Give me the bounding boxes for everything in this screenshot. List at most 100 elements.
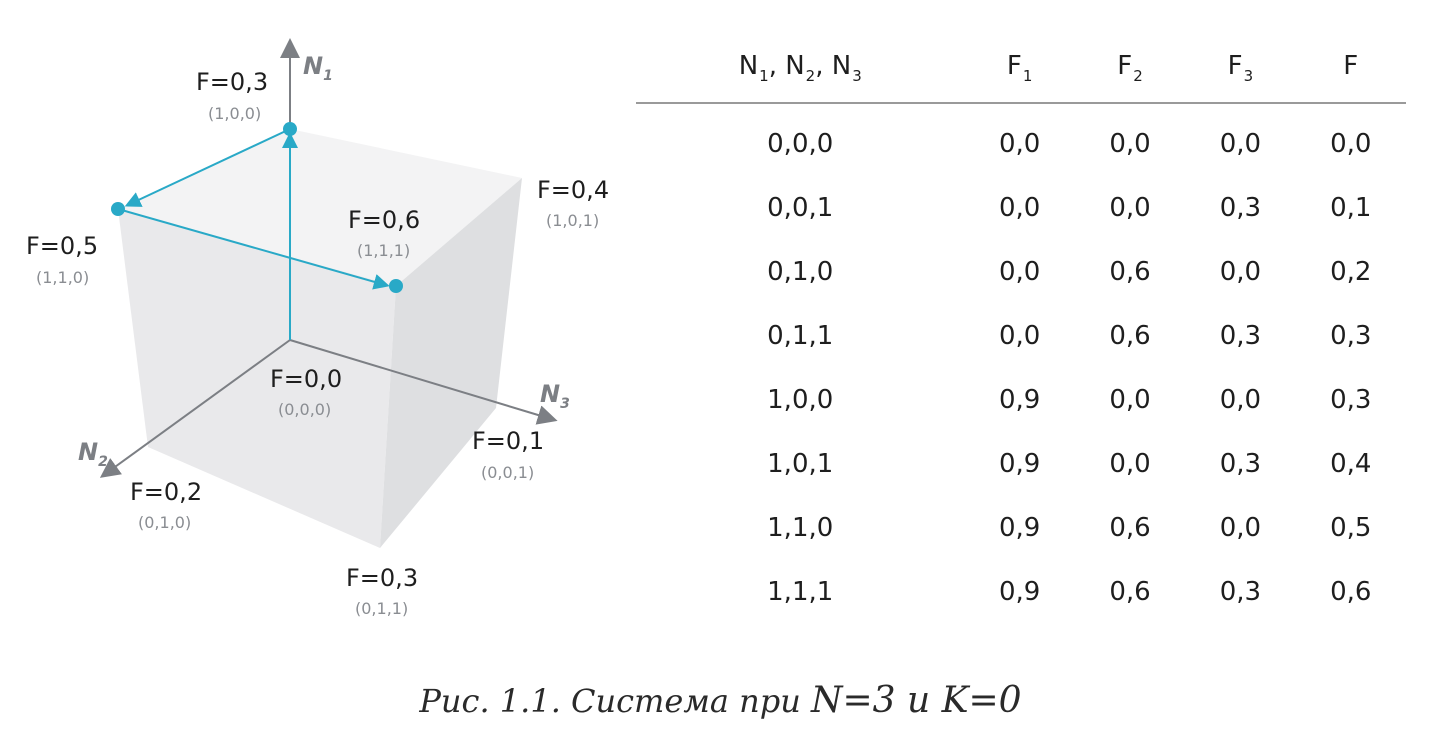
table-cell: 0,0	[1109, 385, 1151, 415]
header-text: N	[738, 51, 759, 81]
vertex-label-010: F=0,2	[130, 478, 202, 506]
vertex-coords-001: (0,0,1)	[481, 463, 534, 482]
table-cell: 0,0	[1219, 129, 1262, 159]
cube-left-face	[118, 209, 396, 548]
vertex-coords-110: (1,1,0)	[36, 268, 89, 287]
table-header-row: N1, N2, N3 F1 F2 F3 F	[636, 30, 1406, 104]
vertex-coords-011: (0,1,1)	[355, 599, 408, 618]
vertex-coords-111: (1,1,1)	[357, 241, 410, 260]
vertex-coords-101: (1,0,1)	[546, 211, 599, 230]
figure-caption: Рис. 1.1. Система при N=3 и K=0	[0, 680, 1441, 721]
table-cell: 0,3	[1219, 577, 1262, 607]
vertex-label-110: F=0,5	[26, 232, 98, 260]
table-row: 0,1,0 0,0 0,6 0,0 0,2	[636, 240, 1406, 304]
col-header-f: F	[1295, 30, 1406, 104]
cube-svg: N1 N2 N3 F=0,3 (1,0,0) F=0,4 (1,0,1) F=0…	[26, 38, 609, 618]
cube-right-face	[380, 178, 522, 548]
col-header-f1: F1	[964, 30, 1075, 104]
vertex-label-001: F=0,1	[472, 427, 544, 455]
path-segment-3	[117, 208, 390, 290]
table-cell: 0,4	[1330, 449, 1372, 479]
table-cell: 0,0	[998, 321, 1041, 351]
table-cell: 0,0	[1219, 513, 1262, 543]
table-cell: 0,0	[998, 193, 1041, 223]
vertex-point-111	[389, 279, 403, 293]
axis-n1-label: N1	[303, 52, 333, 84]
col-header-n: N1, N2, N3	[636, 30, 965, 104]
caption-formula: N=3 и K=0	[810, 680, 1022, 721]
vertex-label-101: F=0,4	[537, 176, 609, 204]
table-cell: 0,9	[998, 577, 1041, 607]
header-subscript: 2	[1133, 67, 1143, 85]
table-row: 1,0,0 0,9 0,0 0,0 0,3	[636, 368, 1406, 432]
table-cell: 0,0	[1219, 385, 1262, 415]
vertex-coords-010: (0,1,0)	[138, 513, 191, 532]
table-cell: 0,6	[1330, 577, 1372, 607]
table-row: 1,1,0 0,9 0,6 0,0 0,5	[636, 496, 1406, 560]
header-text: F	[1117, 51, 1133, 81]
vertex-label-011: F=0,3	[346, 564, 418, 592]
table-cell: 0,6	[1109, 513, 1151, 543]
table-cell: 1,0,0	[767, 385, 834, 415]
path-segment-2	[124, 128, 291, 207]
vertex-label-111: F=0,6	[348, 206, 420, 234]
table-cell: 0,0	[998, 257, 1041, 287]
cube-top-face	[118, 129, 522, 286]
header-text: , N	[815, 51, 852, 81]
header-text: F	[1227, 51, 1243, 81]
table-row: 0,1,1 0,0 0,6 0,3 0,3	[636, 304, 1406, 368]
vertex-coords-000: (0,0,0)	[278, 400, 331, 419]
table-cell: 0,1	[1330, 193, 1372, 223]
caption-text: Рис. 1.1. Система при	[419, 682, 811, 720]
table-cell: 0,3	[1219, 193, 1262, 223]
table-cell: 0,0	[998, 129, 1041, 159]
header-subscript: 2	[805, 67, 816, 85]
table-cell: 0,5	[1330, 513, 1372, 543]
col-header-f2: F2	[1074, 30, 1186, 104]
table-cell: 0,0	[1219, 257, 1262, 287]
table-cell: 0,9	[998, 385, 1041, 415]
table-cell: 0,9	[998, 513, 1041, 543]
axis-n2-label: N2	[78, 438, 108, 470]
table-cell: 0,0	[1109, 129, 1151, 159]
table-cell: 0,9	[998, 449, 1041, 479]
cube-diagram: N1 N2 N3 F=0,3 (1,0,0) F=0,4 (1,0,1) F=0…	[0, 0, 640, 640]
col-header-f3: F3	[1185, 30, 1296, 104]
table-cell: 0,3	[1219, 449, 1262, 479]
table-cell: 0,0,0	[767, 129, 834, 159]
table-cell: 0,3	[1330, 385, 1372, 415]
table-cell: 0,3	[1219, 321, 1262, 351]
table-cell: 0,3	[1330, 321, 1372, 351]
table-cell: 1,1,1	[767, 577, 834, 607]
vertex-label-100: F=0,3	[196, 68, 268, 96]
header-text: , N	[768, 51, 805, 81]
axis-n3-label: N3	[540, 380, 570, 412]
values-table: N1, N2, N3 F1 F2 F3 F 0,0,0 0,0 0,0 0,0 0,0 0…	[636, 30, 1406, 624]
table-cell: 0,0	[1109, 193, 1151, 223]
table-cell: 0,6	[1109, 321, 1151, 351]
table-cell: 1,0,1	[767, 449, 834, 479]
table-row: 1,1,1 0,9 0,6 0,3 0,6	[636, 560, 1406, 624]
axis-n3-line	[289, 339, 558, 425]
header-subscript: 3	[1243, 67, 1254, 85]
table-body: 0,0,0 0,0 0,0 0,0 0,0 0,0,1 0,0 0,0 0,3 0,1 0,1,0 0…	[636, 103, 1406, 624]
table-row: 0,0,1 0,0 0,0 0,3 0,1	[636, 176, 1406, 240]
table-cell: 0,0	[1330, 129, 1372, 159]
table-row: 0,0,0 0,0 0,0 0,0 0,0	[636, 103, 1406, 176]
axis-n2-line	[99, 339, 291, 478]
header-subscript: 1	[759, 67, 769, 85]
header-text: F	[1343, 51, 1359, 81]
table-cell: 0,0	[1109, 449, 1151, 479]
vertex-point-110	[111, 202, 125, 216]
table-cell: 1,1,0	[767, 513, 834, 543]
header-subscript: 1	[1022, 67, 1033, 85]
vertex-point-100	[283, 122, 297, 136]
table-row: 1,0,1 0,9 0,0 0,3 0,4	[636, 432, 1406, 496]
vertex-label-000: F=0,0	[270, 365, 342, 393]
table-cell: 0,6	[1109, 257, 1151, 287]
table-cell: 0,1,1	[767, 321, 834, 351]
header-subscript: 3	[852, 67, 862, 85]
header-text: F	[1006, 51, 1022, 81]
table-cell: 0,2	[1330, 257, 1372, 287]
vertex-coords-100: (1,0,0)	[208, 104, 261, 123]
